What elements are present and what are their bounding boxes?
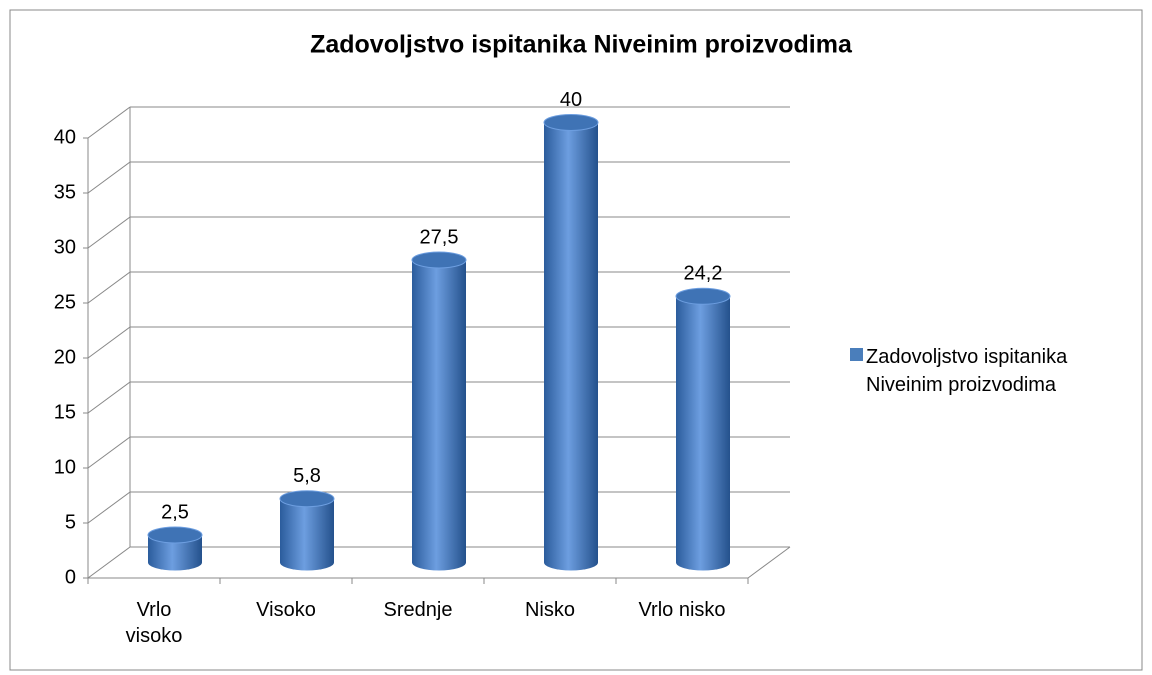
y-tick-label: 20 — [54, 346, 76, 368]
value-label: 5,8 — [293, 465, 321, 487]
x-tick-label: Vrlo visoko — [125, 599, 183, 647]
y-tick-label: 25 — [54, 291, 76, 313]
value-label: 2,5 — [161, 501, 189, 523]
grid-line — [87, 546, 131, 579]
grid-line — [87, 161, 131, 194]
cylinder — [280, 498, 334, 571]
cylinder — [544, 122, 598, 571]
y-tick-label: 35 — [54, 181, 76, 203]
x-tick-label: Nisko — [524, 599, 575, 621]
legend-label: Zadovoljstvo ispitanika Niveinim proizvo… — [866, 346, 1068, 396]
cylinder — [412, 260, 466, 571]
grid-line — [87, 106, 131, 139]
cylinder-top — [279, 490, 335, 508]
grid-line — [87, 326, 131, 359]
y-tick-label: 40 — [54, 126, 76, 148]
y-tick-label: 0 — [65, 566, 76, 588]
y-tick-label: 15 — [54, 401, 76, 423]
x-tick-label: Vrlo nisko — [638, 599, 726, 621]
y-tick-label: 30 — [54, 236, 76, 258]
cylinder-top — [675, 287, 731, 305]
cylinder — [676, 296, 730, 571]
cylinder-top — [543, 114, 599, 131]
value-label: 24,2 — [684, 263, 723, 285]
x-tick-label: Visoko — [256, 599, 316, 621]
value-label: 27,5 — [420, 226, 459, 248]
grid-line — [87, 271, 131, 304]
grid-line — [87, 436, 131, 469]
cylinder-top — [147, 526, 203, 544]
cylinder-top — [411, 251, 467, 269]
x-tick-label: Srednje — [383, 599, 453, 621]
value-label: 40 — [560, 89, 582, 111]
floor-right — [747, 546, 791, 579]
y-tick-label: 10 — [54, 456, 76, 478]
legend-swatch — [850, 348, 863, 361]
chart-title: Zadovoljstvo ispitanika Niveinim proizvo… — [310, 31, 853, 59]
cylinder — [148, 535, 202, 571]
grid-line — [87, 381, 131, 414]
grid-line — [87, 216, 131, 249]
grid-line — [87, 491, 131, 524]
frame — [9, 9, 1143, 671]
y-tick-label: 5 — [65, 511, 76, 533]
